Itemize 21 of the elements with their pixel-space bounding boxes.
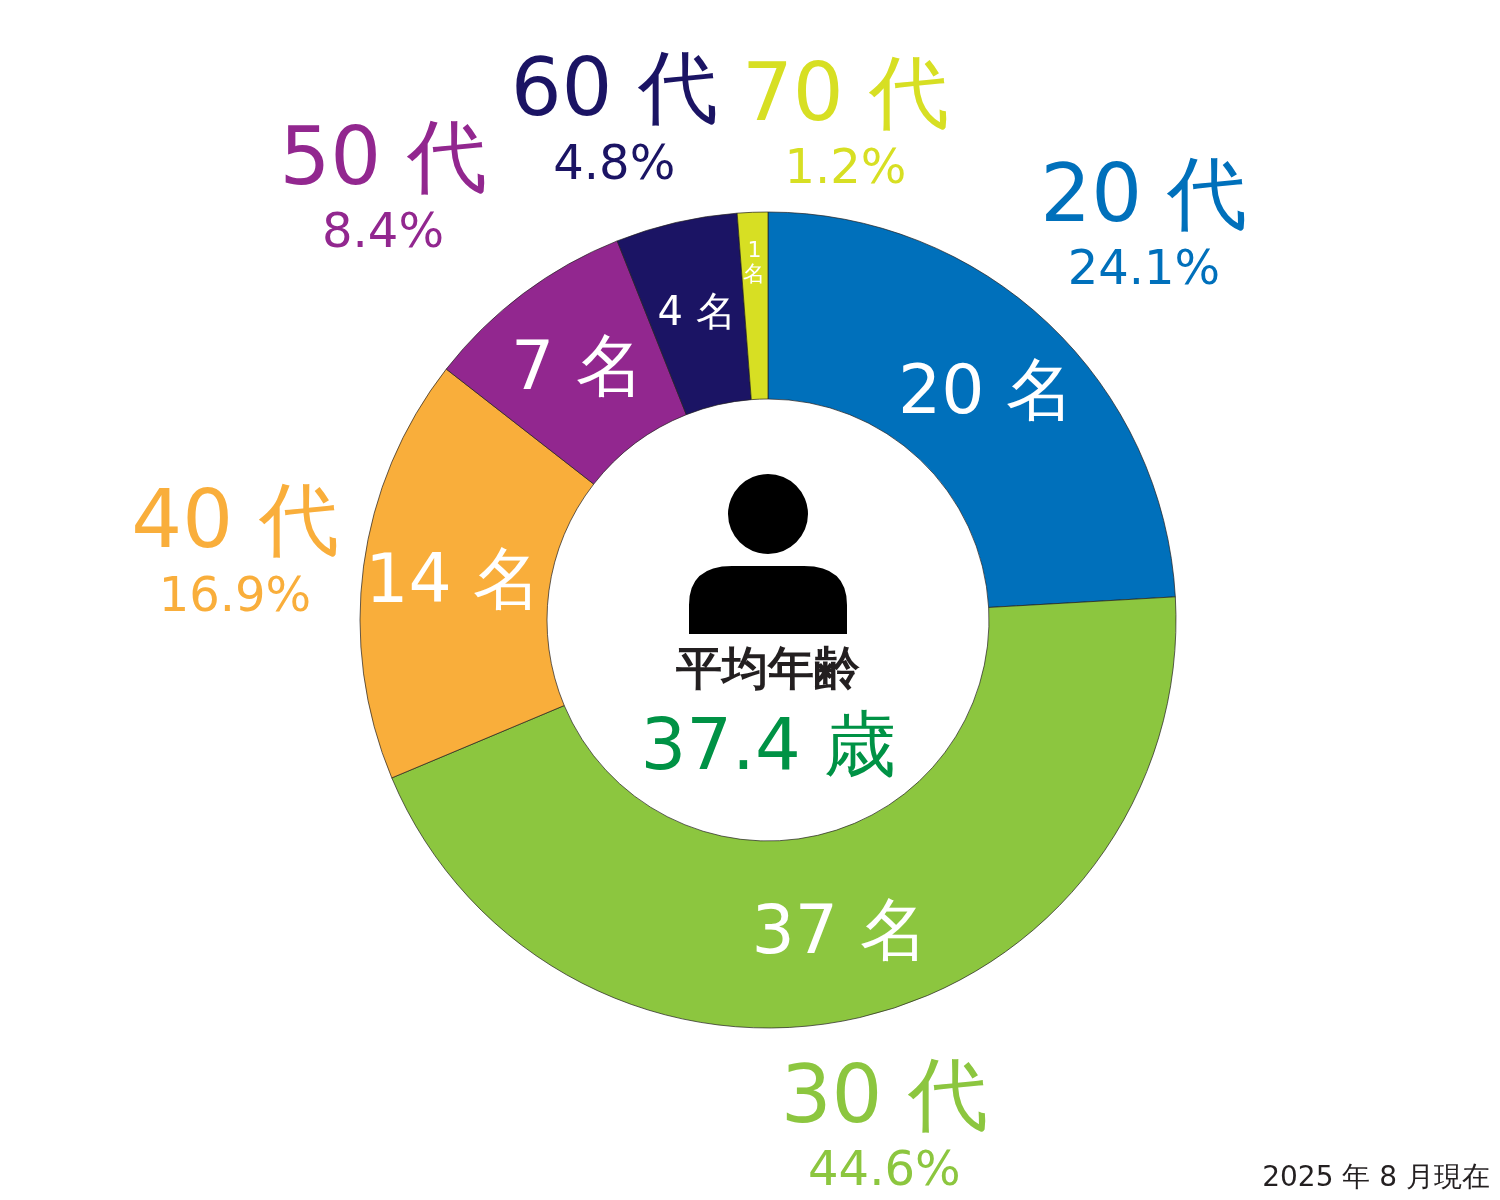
text: 24.1%	[1067, 239, 1221, 296]
text: 平均年齢	[676, 641, 860, 695]
slice-label: 50 代	[279, 109, 487, 203]
data-label: 20 名	[897, 349, 1075, 429]
text: 4.8%	[553, 133, 676, 190]
slice-label: 40 代	[131, 473, 339, 567]
slice-label: 20 代	[1040, 146, 1248, 240]
text: 8.4%	[322, 202, 445, 259]
data-label: 1 名	[743, 237, 766, 287]
text: 44.6%	[808, 1140, 961, 1197]
slice-label: 70 代	[741, 45, 950, 139]
data-label: 37 名	[751, 889, 928, 969]
text: 16.9%	[158, 565, 312, 622]
data-label: 4 名	[657, 287, 736, 334]
data-label: 14 名	[365, 538, 542, 618]
text: 1.2%	[784, 138, 907, 195]
slice-label: 30 代	[780, 1047, 988, 1141]
slice-label: 60 代	[510, 41, 718, 135]
data-label: 7 名	[511, 326, 644, 406]
text: 37.4 歳	[640, 702, 896, 786]
text: 2025 年 8 月現在	[1262, 1159, 1490, 1193]
